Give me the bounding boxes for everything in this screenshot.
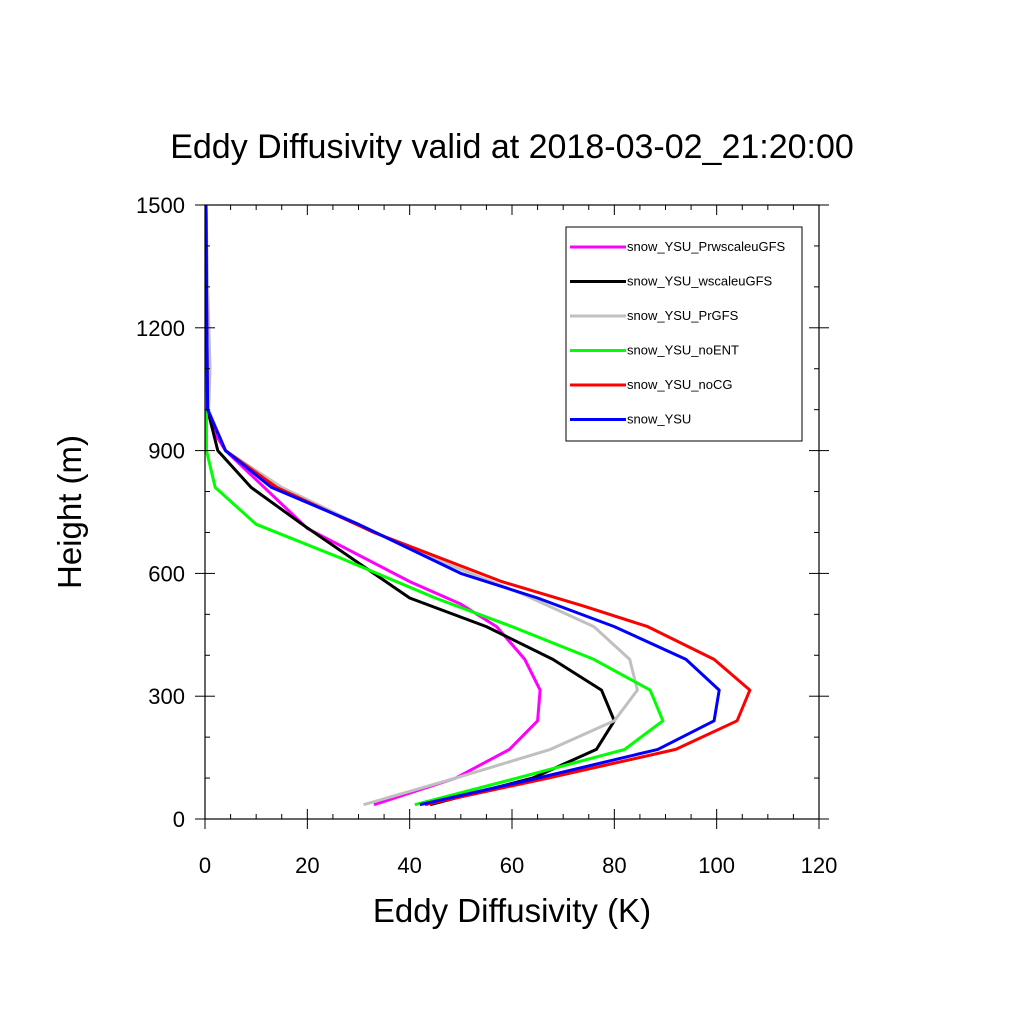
x-tick-label: 0 <box>199 853 211 878</box>
x-axis-label: Eddy Diffusivity (K) <box>372 892 652 929</box>
legend: snow_YSU_PrwscaleuGFS snow_YSU_wscaleuGFS… <box>565 226 803 442</box>
legend-label: snow_YSU_noENT <box>627 343 739 358</box>
x-tick-label: 60 <box>500 853 524 878</box>
x-tick-label: 80 <box>602 853 626 878</box>
legend-box <box>565 226 803 442</box>
legend-label: snow_YSU_PrwscaleuGFS <box>627 239 786 254</box>
x-tick-label: 20 <box>295 853 319 878</box>
chart-title: Eddy Diffusivity valid at 2018-03-02_21:… <box>170 128 854 166</box>
legend-label: snow_YSU <box>627 412 691 427</box>
series-layer <box>204 204 752 807</box>
y-tick-label: 300 <box>148 684 185 709</box>
x-tick-label: 40 <box>397 853 421 878</box>
x-tick-label: 120 <box>801 853 838 878</box>
series-line-5 <box>204 204 721 807</box>
y-tick-label: 1200 <box>136 316 185 341</box>
series-line-1 <box>204 204 616 807</box>
x-tick-label: 100 <box>698 853 735 878</box>
y-tick-label: 0 <box>173 807 185 832</box>
legend-label: snow_YSU_wscaleuGFS <box>627 274 773 289</box>
y-tick-label: 600 <box>148 561 185 586</box>
series-line-0 <box>204 204 542 807</box>
y-axis-label: Height (m) <box>51 434 88 590</box>
y-tick-label: 900 <box>148 439 185 464</box>
y-tick-label: 1500 <box>136 193 185 218</box>
legend-label: snow_YSU_PrGFS <box>627 308 739 323</box>
series-line-3 <box>204 204 665 807</box>
legend-label: snow_YSU_noCG <box>627 377 733 392</box>
